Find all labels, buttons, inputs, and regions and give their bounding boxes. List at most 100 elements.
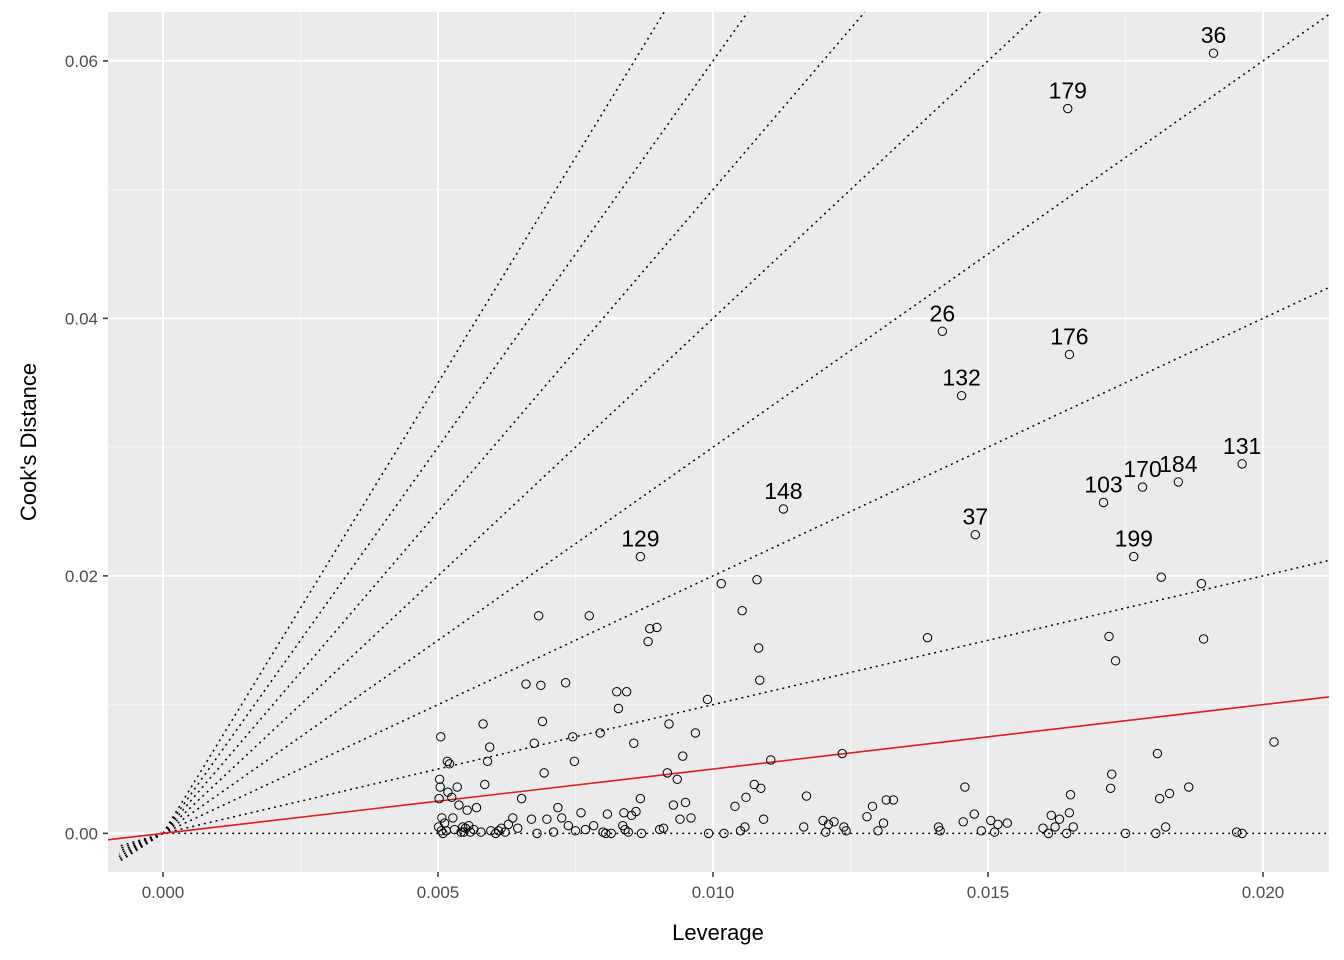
data-point xyxy=(595,728,605,738)
data-point xyxy=(888,795,899,805)
data-point xyxy=(652,622,662,633)
y-tick-label: 0.02 xyxy=(65,567,98,586)
y-tick-label: 0.00 xyxy=(65,824,98,843)
data-point xyxy=(613,703,624,714)
data-point xyxy=(969,809,979,819)
data-point xyxy=(1107,769,1117,779)
data-point xyxy=(486,826,496,836)
data-point xyxy=(799,822,809,832)
data-point xyxy=(1237,459,1247,469)
data-point xyxy=(584,611,594,621)
data-point xyxy=(465,827,476,837)
data-point xyxy=(935,826,945,836)
point-label: 179 xyxy=(1049,78,1087,104)
data-point xyxy=(557,813,567,823)
contour-line-tail xyxy=(118,832,164,858)
data-point xyxy=(643,636,653,647)
point-label: 132 xyxy=(942,365,980,391)
x-tick-label: 0.015 xyxy=(967,883,1010,902)
data-point xyxy=(1104,631,1114,642)
data-point xyxy=(606,828,616,839)
y-tick-label: 0.04 xyxy=(65,309,98,328)
point-label: 26 xyxy=(930,300,956,326)
contour-line xyxy=(162,11,1041,834)
data-point xyxy=(1068,822,1078,832)
data-point xyxy=(741,792,751,803)
data-point xyxy=(635,551,646,562)
cooks-contour-lines xyxy=(118,11,1330,863)
data-point xyxy=(937,326,948,336)
data-point xyxy=(516,793,527,804)
data-point xyxy=(476,827,486,837)
contour-line xyxy=(162,11,749,834)
point-label: 148 xyxy=(764,478,802,504)
data-point xyxy=(529,738,539,748)
data-point xyxy=(1064,808,1075,818)
data-point xyxy=(447,792,457,803)
data-point xyxy=(878,818,889,828)
data-point xyxy=(521,679,531,689)
data-point xyxy=(690,728,701,738)
data-point xyxy=(716,578,726,589)
data-point xyxy=(922,632,933,643)
data-point xyxy=(841,826,851,836)
data-point xyxy=(678,751,688,761)
data-point xyxy=(437,813,447,823)
data-point xyxy=(1098,497,1109,508)
data-point xyxy=(993,819,1003,830)
data-point xyxy=(970,529,981,540)
data-point xyxy=(1196,578,1207,589)
data-point xyxy=(539,768,549,778)
data-point xyxy=(629,738,639,748)
data-point xyxy=(438,828,448,839)
data-point xyxy=(621,687,632,697)
data-point xyxy=(491,828,501,839)
data-points xyxy=(433,48,1279,839)
data-point xyxy=(989,827,1000,837)
data-point xyxy=(1137,482,1148,492)
data-point xyxy=(1063,103,1073,114)
data-point xyxy=(664,719,674,729)
data-point xyxy=(434,793,444,804)
data-point xyxy=(563,820,574,831)
data-point xyxy=(449,824,460,835)
point-label: 184 xyxy=(1159,451,1198,477)
grid-major xyxy=(108,12,1329,872)
data-point xyxy=(755,675,765,685)
point-label: 176 xyxy=(1050,323,1088,349)
data-point xyxy=(536,680,546,691)
point-label: 103 xyxy=(1084,472,1122,498)
data-point xyxy=(493,826,504,836)
data-point xyxy=(568,732,578,742)
data-point xyxy=(873,826,883,836)
data-point xyxy=(454,800,464,810)
contour-line-tail xyxy=(118,832,164,855)
data-point xyxy=(862,811,872,822)
point-label: 129 xyxy=(621,526,659,552)
data-point xyxy=(482,756,493,766)
x-axis-title: Leverage xyxy=(672,920,764,945)
data-point xyxy=(513,823,523,833)
data-point xyxy=(867,801,878,812)
data-point xyxy=(1160,822,1171,832)
data-point xyxy=(570,826,581,836)
x-tick-label: 0.000 xyxy=(142,883,185,902)
data-point xyxy=(1237,828,1247,839)
data-point xyxy=(436,826,446,836)
point-label: 37 xyxy=(963,504,989,530)
data-point xyxy=(658,823,669,833)
data-point xyxy=(702,694,713,705)
data-point xyxy=(686,813,696,823)
point-label: 199 xyxy=(1115,526,1153,552)
data-point xyxy=(444,759,455,769)
point-label: 36 xyxy=(1201,22,1227,48)
data-point xyxy=(672,774,682,785)
y-tick-label: 0.06 xyxy=(65,52,98,71)
data-point xyxy=(1050,822,1060,832)
x-tick-label: 0.020 xyxy=(1242,883,1285,902)
data-point xyxy=(703,828,714,839)
data-point xyxy=(452,782,462,792)
data-point xyxy=(1269,737,1279,747)
data-point xyxy=(560,678,571,688)
data-point xyxy=(753,643,764,653)
